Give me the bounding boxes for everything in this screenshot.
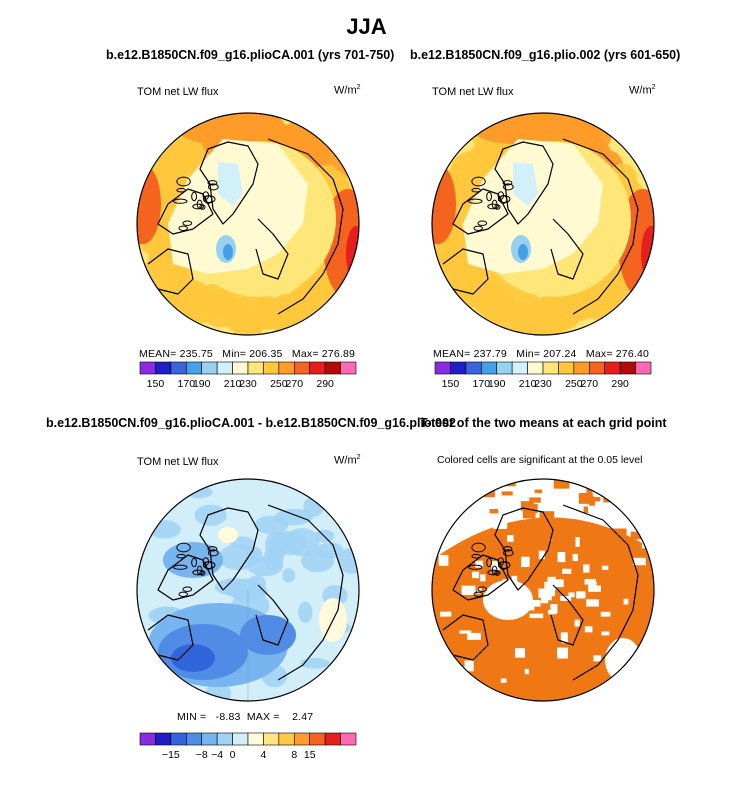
panel2-colorbar-swatch (573, 361, 590, 375)
panel2-colorbar-swatch (588, 361, 606, 375)
panel3-colorbar-tick-label: 0 (230, 749, 236, 761)
panel1-title: b.e12.B1850CN.f09_g16.plioCA.001 (yrs 70… (106, 48, 395, 62)
panel2-colorbar-swatch (558, 361, 575, 375)
panel1-colorbar-tick-label: 190 (193, 378, 211, 390)
panel2-colorbar-swatch (619, 361, 636, 375)
panel3-colorbar-swatch (201, 732, 218, 746)
panel3-colorbar-swatch (340, 732, 357, 746)
panel2-colorbar-tick-label: 230 (534, 378, 552, 390)
panel2-colorbar-swatch (480, 361, 498, 375)
panel1-colorbar-tick-label: 230 (239, 378, 257, 390)
panel2-colorbar-swatch (604, 361, 621, 375)
panel3-colorbar-swatch (170, 732, 187, 746)
panel1-colorbar-swatch (263, 361, 280, 375)
panel1-colorbar-tick-label: 270 (286, 378, 304, 390)
panel3-globe-outline (136, 478, 360, 702)
panel3-colorbar-swatch (216, 732, 233, 746)
panel2-colorbar-swatch (542, 361, 559, 375)
panel1-colorbar-swatch (170, 361, 187, 375)
panel3-colorbar-swatch (309, 732, 326, 746)
panel2-colorbar-swatch (511, 361, 528, 375)
panel1-colorbar-tick-label: 290 (316, 378, 334, 390)
panel2-stats: MEAN= 237.79 Min= 207.24 Max= 276.40 (433, 348, 650, 360)
panel1-map (137, 113, 359, 335)
panel2-colorbar-swatch (450, 361, 467, 375)
panel2-colorbar-swatch (496, 361, 513, 375)
panel4-significance-note: Colored cells are significant at the 0.0… (437, 454, 643, 466)
panel2-colorbar-tick-label: 190 (488, 378, 506, 390)
panel1-colorbar-swatch (324, 361, 341, 375)
panel1-colorbar-tick-label: 150 (147, 378, 165, 390)
panel3-colorbar-tick-label: −4 (211, 749, 223, 761)
panel2-colorbar-tick-label: 290 (611, 378, 629, 390)
panel2-colorbar-swatch (465, 361, 482, 375)
panel2-title: b.e12.B1850CN.f09_g16.plio.002 (yrs 601-… (410, 48, 681, 62)
panel1-colorbar-swatch (309, 361, 326, 375)
panel3-variable-label: TOM net LW flux (137, 456, 219, 468)
panel3-colorbar-swatch (293, 732, 311, 746)
panel3-colorbar-swatch (155, 732, 172, 746)
panel1-colorbar-swatch (216, 361, 233, 375)
panel1-stats: MEAN= 235.75 Min= 206.35 Max= 276.89 (139, 348, 356, 360)
panel2-colorbar-swatch (434, 361, 451, 375)
panel2-colorbar-tick-label: 210 (519, 378, 537, 390)
panel1-colorbar-tick-label: 170 (178, 378, 196, 390)
panel2-colorbar-tick-label: 150 (442, 378, 460, 390)
panel1-colorbar-swatch (201, 361, 218, 375)
panel3-colorbar-swatch (263, 732, 280, 746)
panel3-colorbar-swatch (139, 732, 156, 746)
panel1-colorbar-swatch (185, 361, 203, 375)
panel1-colorbar-swatch (155, 361, 172, 375)
panel3-map (137, 479, 359, 701)
panel2-colorbar-tick-label: 250 (565, 378, 583, 390)
panel3-colorbar-swatch (324, 732, 341, 746)
panel3-unit-label: W/m2 (334, 454, 361, 467)
panel1-colorbar-tick-label: 210 (224, 378, 242, 390)
panel4-globe-outline (431, 478, 655, 702)
panel1-globe-outline (136, 112, 360, 336)
panel1-colorbar-tick-label: 250 (270, 378, 288, 390)
panel3-colorbar-swatch (185, 732, 203, 746)
panel2-colorbar-tick-label: 170 (473, 378, 491, 390)
panel1-variable-label: TOM net LW flux (137, 86, 219, 98)
panel3-colorbar-swatch (232, 732, 249, 746)
panel1-colorbar-swatch (340, 361, 357, 375)
panel4-title: T-test of the two means at each grid poi… (420, 416, 667, 430)
figure-title: JJA (346, 14, 387, 39)
panel1-colorbar-swatch (247, 361, 264, 375)
panel1-colorbar-swatch (278, 361, 295, 375)
panel3-colorbar-tick-label: −15 (162, 749, 180, 761)
panel2-map (432, 113, 654, 335)
panel2-colorbar-swatch (635, 361, 652, 375)
panel2-unit-label: W/m2 (629, 84, 656, 97)
panel3-colorbar-swatch (247, 732, 264, 746)
panel3-colorbar-tick-label: 15 (304, 749, 316, 761)
panel3-colorbar-swatch (278, 732, 295, 746)
panel3-colorbar-tick-label: 4 (261, 749, 267, 761)
panel1-unit-label: W/m2 (334, 84, 361, 97)
panel1-colorbar-swatch (293, 361, 311, 375)
panel4-map (432, 479, 654, 701)
panel3-stats: MIN = -8.83 MAX = 2.47 (177, 711, 314, 723)
panel2-colorbar-swatch (527, 361, 544, 375)
panel2-globe-outline (431, 112, 655, 336)
panel2-colorbar-tick-label: 270 (581, 378, 599, 390)
panel1-colorbar-swatch (139, 361, 156, 375)
panel3-colorbar-tick-label: 8 (291, 749, 297, 761)
panel3-colorbar-tick-label: −8 (196, 749, 208, 761)
panel1-colorbar-swatch (232, 361, 249, 375)
panel3-title: b.e12.B1850CN.f09_g16.plioCA.001 - b.e12… (46, 416, 456, 430)
panel2-variable-label: TOM net LW flux (432, 86, 514, 98)
